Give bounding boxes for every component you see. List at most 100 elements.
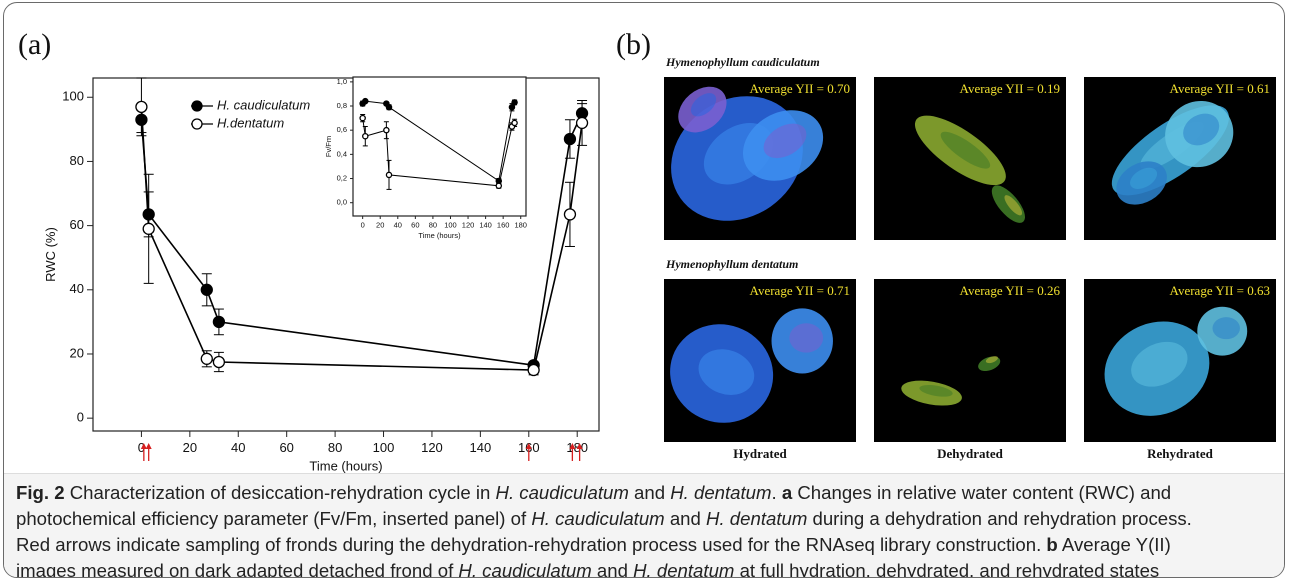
data-point (385, 103, 393, 111)
column-label: Rehydrated (1147, 446, 1213, 461)
data-point (362, 97, 369, 105)
arrow-head (145, 443, 152, 449)
frond-detail (1131, 341, 1188, 387)
frond-detail (940, 131, 991, 169)
data-point (200, 352, 213, 365)
caption-text: Fig. 2 (16, 482, 65, 503)
sampling-arrow (569, 443, 576, 461)
x-tick-label: 100 (373, 440, 395, 455)
x-tick-label: 60 (411, 221, 419, 230)
frond-detail (690, 93, 717, 117)
caption-text: Changes in relative water content (RWC) … (792, 482, 1172, 503)
y-tick-label: 0,0 (337, 198, 347, 207)
average-yii: Average YII = 0.19 (960, 81, 1060, 96)
x-axis-label: Time (hours) (418, 231, 461, 240)
sampling-arrow (525, 443, 532, 461)
y-tick-label: 40 (70, 281, 84, 296)
sampling-arrow (576, 443, 583, 461)
data-point (575, 116, 589, 130)
x-tick-label: 20 (183, 440, 197, 455)
panel-label: (b) (616, 28, 651, 61)
caption-text: at full hydration, dehydrated, and rehyd… (734, 560, 1160, 578)
data-point (385, 171, 393, 179)
caption-text: and (664, 508, 707, 529)
frond-detail (789, 323, 824, 353)
y-tick-label: 80 (70, 153, 84, 168)
caption-line: Fig. 2 Characterization of desiccation-r… (16, 480, 1284, 506)
x-tick-label: 120 (462, 221, 475, 230)
caption-text: a (781, 482, 793, 503)
data-point (495, 182, 503, 190)
y-tick-label: 1,0 (337, 77, 347, 86)
arrow-head (569, 443, 576, 449)
legend-label: H.dentatum (217, 115, 284, 130)
x-tick-label: 0 (138, 440, 145, 455)
data-point (563, 208, 577, 221)
x-tick-label: 180 (514, 221, 527, 230)
caption-line: images measured on dark adapted detached… (16, 558, 1284, 578)
x-tick-label: 0 (361, 221, 365, 230)
data-point (359, 114, 366, 122)
x-tick-label: 80 (328, 440, 342, 455)
average-yii: Average YII = 0.61 (1170, 81, 1270, 96)
y-axis-label: RWC (%) (43, 227, 58, 282)
y-tick-label: 60 (70, 217, 84, 232)
caption-text: Average Y(II) (1057, 534, 1171, 555)
arrow-head (140, 443, 147, 449)
x-tick-label: 80 (429, 221, 437, 230)
caption-text: images measured on dark adapted detached… (16, 560, 459, 578)
x-tick-label: 40 (231, 440, 245, 455)
average-yii: Average YII = 0.70 (750, 81, 850, 96)
legend-marker (191, 100, 203, 112)
caption-line: photochemical efficiency parameter (Fv/F… (16, 506, 1284, 532)
data-point (508, 103, 516, 111)
caption-text: Characterization of desiccation-rehydrat… (64, 482, 496, 503)
caption-text: H. dentatum (633, 560, 735, 578)
figure-frame: 020406080100120140160180020406080100Time… (3, 2, 1285, 578)
frond-detail (1212, 317, 1240, 340)
yii-image (874, 279, 1066, 442)
caption-text: and (628, 482, 671, 503)
caption-text: . (771, 482, 782, 503)
frond-detail (1183, 113, 1220, 146)
x-tick-label: 20 (376, 221, 384, 230)
caption-text: Red arrows indicate sampling of fronds d… (16, 534, 1047, 555)
sampling-arrow (140, 443, 147, 461)
y-tick-label: 0 (77, 410, 84, 425)
frond-detail (985, 356, 998, 364)
y-tick-label: 0,4 (337, 149, 347, 158)
frond-detail (763, 123, 807, 159)
caption-text: H. dentatum (670, 482, 772, 503)
x-tick-label: 40 (394, 221, 402, 230)
average-yii: Average YII = 0.63 (1170, 283, 1270, 298)
legend-marker (191, 118, 203, 130)
caption-text: H. caudiculatum (458, 560, 592, 578)
data-point (511, 119, 518, 127)
caption-text: H. caudiculatum (495, 482, 629, 503)
x-tick-label: 140 (479, 221, 492, 230)
caption-text: during a dehydration and rehydration pro… (807, 508, 1192, 529)
panel-label: (a) (18, 28, 51, 61)
caption: Fig. 2 Characterization of desiccation-r… (4, 473, 1284, 578)
average-yii: Average YII = 0.26 (960, 283, 1061, 298)
data-point (212, 355, 226, 369)
caption-text: and (591, 560, 634, 578)
legend-label: H. caudiculatum (217, 97, 310, 112)
species-label: Hymenophyllum dentatum (665, 257, 798, 271)
x-tick-label: 140 (470, 440, 492, 455)
x-tick-label: 60 (279, 440, 293, 455)
data-point (563, 132, 577, 146)
x-tick-label: 160 (497, 221, 510, 230)
species-label: Hymenophyllum caudiculatum (665, 55, 820, 69)
frond-detail (698, 349, 755, 395)
sampling-arrow (145, 443, 152, 461)
data-point (142, 222, 155, 235)
x-axis-label: Time (hours) (309, 458, 382, 473)
arrow-head (525, 443, 532, 449)
caption-text: H. dentatum (706, 508, 808, 529)
y-tick-label: 0,8 (337, 101, 347, 110)
data-point (383, 126, 390, 134)
data-point (200, 283, 213, 296)
x-tick-label: 100 (444, 221, 457, 230)
